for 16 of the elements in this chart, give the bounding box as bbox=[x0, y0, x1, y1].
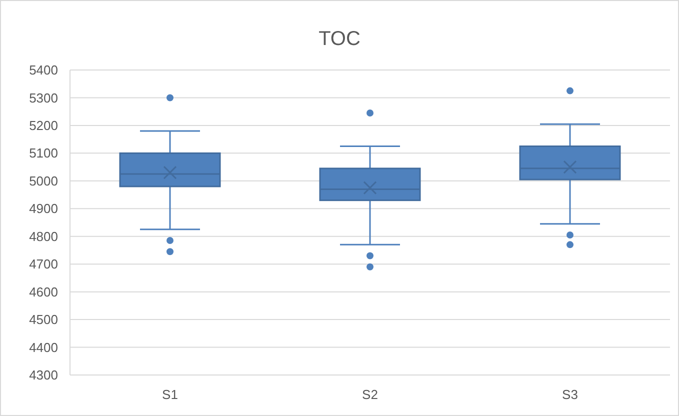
y-tick-label: 4800 bbox=[29, 228, 58, 244]
x-tick-label: S3 bbox=[562, 387, 578, 402]
x-tick-label: S2 bbox=[362, 387, 378, 402]
x-tick-label: S1 bbox=[162, 387, 178, 402]
y-tick-label: 4900 bbox=[29, 201, 58, 216]
y-tick-label: 5100 bbox=[29, 146, 58, 161]
y-tick-label: 5300 bbox=[29, 90, 58, 106]
y-tick-label: 4600 bbox=[29, 284, 58, 300]
y-tick-label: 5000 bbox=[29, 173, 58, 188]
y-tick-label: 4300 bbox=[29, 368, 58, 383]
y-tick-label: 4700 bbox=[29, 256, 58, 272]
y-tick-label: 5200 bbox=[29, 118, 58, 134]
y-tick-label: 5400 bbox=[29, 62, 58, 78]
y-tick-label: 4500 bbox=[29, 312, 58, 328]
y-tick-label: 4400 bbox=[29, 340, 58, 355]
chart-title: TOC bbox=[318, 28, 360, 50]
